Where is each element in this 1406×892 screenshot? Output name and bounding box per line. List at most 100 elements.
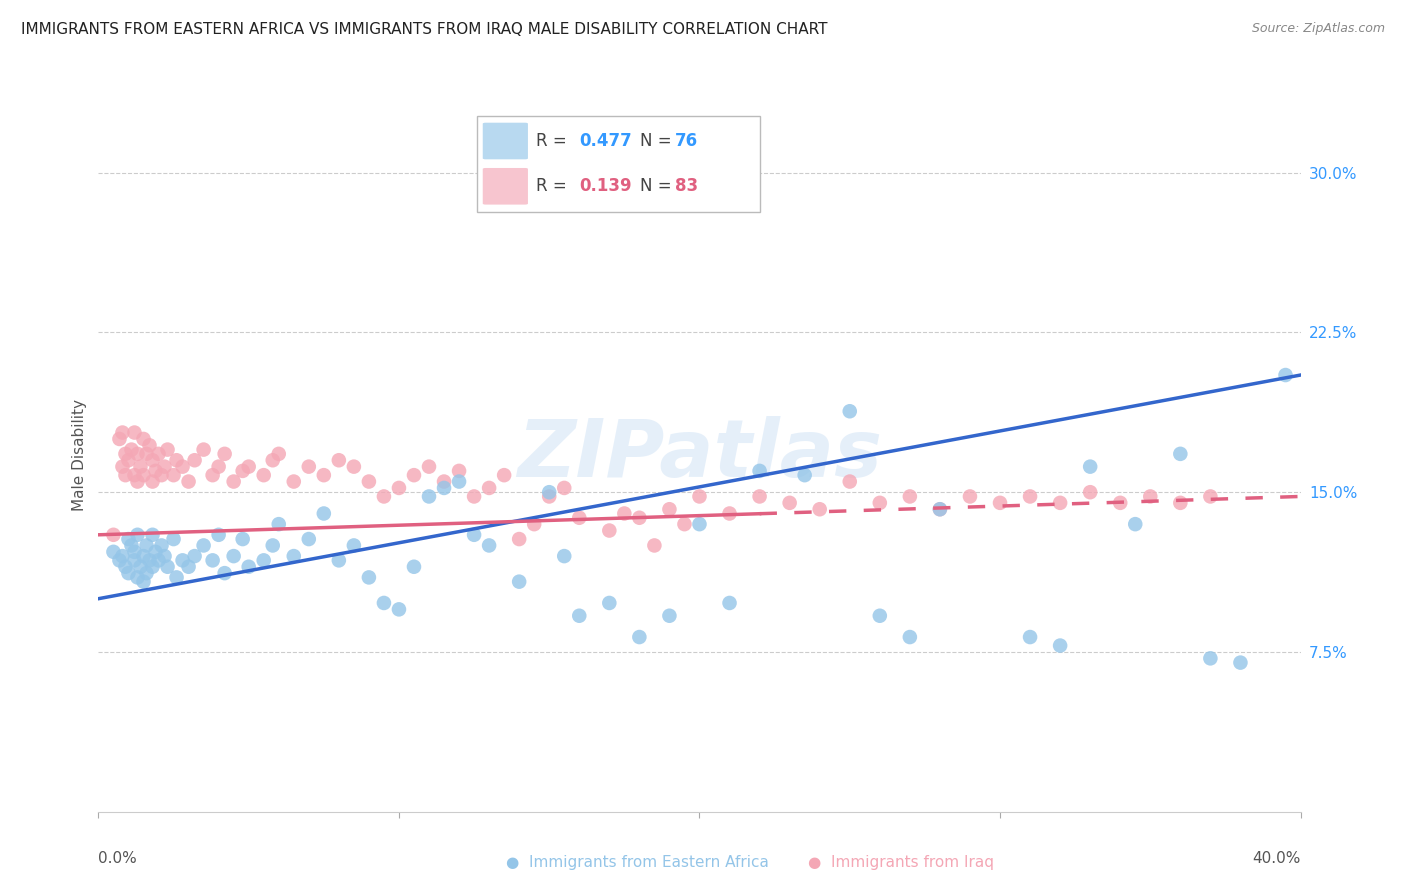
Point <box>238 459 260 474</box>
Point <box>127 570 149 584</box>
Text: IMMIGRANTS FROM EASTERN AFRICA VS IMMIGRANTS FROM IRAQ MALE DISABILITY CORRELATI: IMMIGRANTS FROM EASTERN AFRICA VS IMMIGR… <box>21 22 828 37</box>
Point <box>658 502 681 516</box>
Point <box>298 459 321 474</box>
Point <box>373 596 395 610</box>
Point <box>127 447 149 461</box>
Point <box>183 549 205 563</box>
Point <box>343 459 366 474</box>
Text: ●  Immigrants from Iraq: ● Immigrants from Iraq <box>808 855 994 870</box>
Point <box>538 490 561 504</box>
Point <box>117 453 139 467</box>
Point <box>298 532 321 546</box>
Point <box>779 496 801 510</box>
Point <box>222 475 245 489</box>
Point <box>138 438 160 452</box>
Point <box>114 559 136 574</box>
Point <box>193 538 215 552</box>
Point <box>312 468 335 483</box>
Point <box>138 553 160 567</box>
Point <box>148 447 170 461</box>
Y-axis label: Male Disability: Male Disability <box>72 399 87 511</box>
Point <box>135 538 157 552</box>
Point <box>253 468 276 483</box>
Point <box>1170 496 1192 510</box>
Point <box>553 549 575 563</box>
Point <box>232 532 254 546</box>
Point <box>388 481 411 495</box>
Point <box>183 453 205 467</box>
Point <box>172 553 194 567</box>
Point <box>628 510 651 524</box>
Point <box>208 528 231 542</box>
Point <box>214 447 236 461</box>
Point <box>869 608 891 623</box>
Point <box>568 608 591 623</box>
Point <box>132 468 155 483</box>
Point <box>141 559 163 574</box>
Point <box>357 475 380 489</box>
Point <box>111 459 134 474</box>
Point <box>478 481 501 495</box>
Point <box>127 475 149 489</box>
Point <box>132 549 155 563</box>
Point <box>121 538 143 552</box>
Point <box>267 517 290 532</box>
Point <box>208 459 231 474</box>
Point <box>929 502 952 516</box>
Point <box>1139 490 1161 504</box>
Point <box>328 553 350 567</box>
Text: ZIPatlas: ZIPatlas <box>517 416 882 494</box>
Point <box>793 468 815 483</box>
Point <box>108 432 131 446</box>
Point <box>343 538 366 552</box>
Point <box>1123 517 1146 532</box>
Point <box>156 442 179 457</box>
Point <box>150 468 173 483</box>
Point <box>838 475 860 489</box>
Point <box>598 596 620 610</box>
Point <box>262 538 284 552</box>
Point <box>869 496 891 510</box>
Point <box>129 459 152 474</box>
Point <box>1199 490 1222 504</box>
Point <box>162 532 184 546</box>
Point <box>1109 496 1132 510</box>
Point <box>598 524 620 538</box>
Point <box>283 549 305 563</box>
Point <box>718 596 741 610</box>
Point <box>357 570 380 584</box>
Point <box>132 432 155 446</box>
Point <box>508 574 530 589</box>
Point <box>1170 447 1192 461</box>
Point <box>117 532 139 546</box>
Point <box>1274 368 1296 382</box>
Point <box>373 490 395 504</box>
Point <box>267 447 290 461</box>
Point <box>148 553 170 567</box>
Point <box>1078 459 1101 474</box>
Point <box>253 553 276 567</box>
Point <box>141 453 163 467</box>
Point <box>418 459 440 474</box>
Point <box>898 490 921 504</box>
Point <box>162 468 184 483</box>
Point <box>201 468 224 483</box>
Point <box>748 464 770 478</box>
Point <box>328 453 350 467</box>
Point <box>494 468 516 483</box>
Point <box>135 447 157 461</box>
Point <box>135 566 157 581</box>
Point <box>402 559 425 574</box>
Point <box>166 570 188 584</box>
Point <box>447 475 470 489</box>
Point <box>508 532 530 546</box>
Point <box>688 490 710 504</box>
Point <box>141 475 163 489</box>
Point <box>222 549 245 563</box>
Point <box>959 490 981 504</box>
Point <box>172 459 194 474</box>
Text: Source: ZipAtlas.com: Source: ZipAtlas.com <box>1251 22 1385 36</box>
Point <box>111 549 134 563</box>
Point <box>124 468 146 483</box>
Point <box>150 538 173 552</box>
